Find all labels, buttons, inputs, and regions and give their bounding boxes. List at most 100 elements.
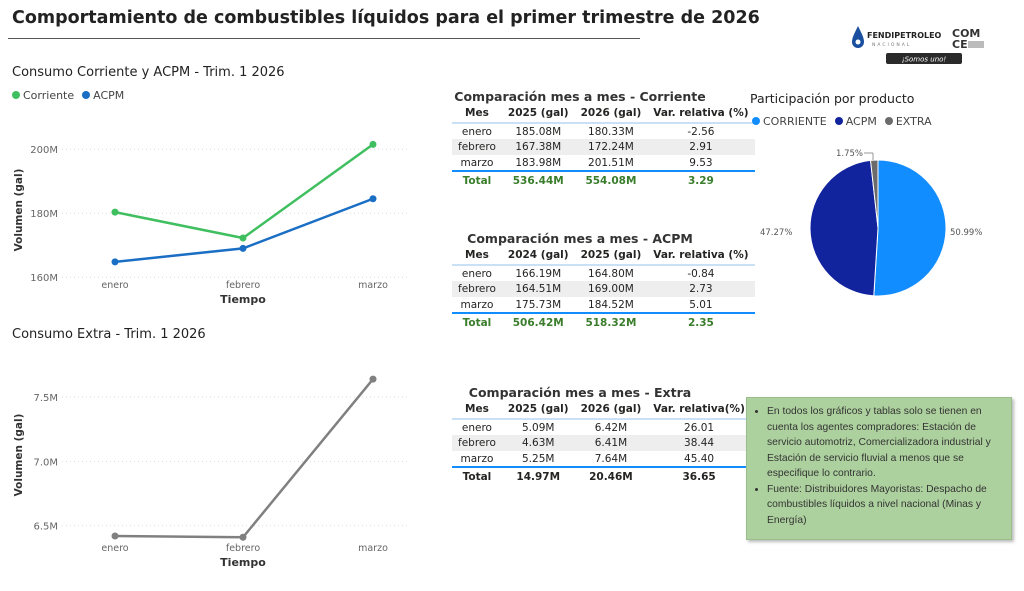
table-row: marzo 5.25M 7.64M 45.40	[452, 451, 751, 467]
note-item: Fuente: Distribuidores Mayoristas: Despa…	[767, 482, 1003, 529]
table-total-row: Total 14.97M 20.46M 36.65	[452, 467, 751, 484]
total-cell: 518.32M	[585, 317, 637, 329]
table-cell: 164.51M	[501, 281, 575, 297]
data-point[interactable]	[369, 195, 377, 203]
table-cell: 166.19M	[515, 267, 562, 280]
table-cell: -2.56	[687, 125, 715, 138]
series-line-corriente	[114, 143, 374, 240]
table-cell: 180.33M	[588, 125, 634, 138]
table-cell: 45.40	[684, 452, 715, 465]
data-point[interactable]	[369, 375, 377, 383]
pie-chart: 50.99% 47.27% 1.75%	[760, 149, 982, 297]
total-cell: 3.29	[687, 175, 714, 187]
table-cell: 167.38M	[501, 139, 575, 155]
data-point[interactable]	[239, 244, 247, 252]
table-cell: febrero	[452, 435, 502, 451]
note-item: En todos los gráficos y tablas solo se t…	[767, 404, 1003, 482]
table-row: febrero 4.63M 6.41M 38.44	[452, 435, 751, 451]
y-tick-label: 7.0M	[33, 457, 58, 468]
table-row: febrero 167.38M 172.24M 2.91	[452, 139, 755, 155]
legend-corriente-acpm: Corriente ACPM	[12, 89, 124, 102]
data-point[interactable]	[239, 533, 247, 541]
pie-slice-extra[interactable]	[869, 159, 879, 229]
data-point[interactable]	[111, 208, 119, 216]
legend-item-acpm[interactable]: ACPM	[82, 89, 124, 102]
comce-logo-text-2: CE	[952, 38, 968, 51]
x-tick-label: enero	[101, 543, 128, 554]
table-row: enero 185.08M 180.33M -2.56	[452, 123, 755, 139]
table-cell: 7.64M	[594, 452, 628, 465]
table-cell: 2.73	[647, 281, 755, 297]
table-cell: enero	[461, 267, 492, 280]
comce-logo-text: COM	[952, 27, 980, 40]
table-cell: 26.01	[684, 421, 715, 434]
table-header-row: Mes 2024 (gal) 2025 (gal) Var. relativa (%)	[452, 246, 755, 265]
table-cell: 6.41M	[574, 435, 648, 451]
data-point[interactable]	[239, 234, 247, 242]
table-cell: 5.09M	[522, 421, 555, 434]
pie-slice-acpm[interactable]	[809, 159, 879, 297]
chart-title-extra: Consumo Extra - Trim. 1 2026	[12, 327, 206, 342]
y-axis-title: Volumen (gal)	[13, 169, 25, 252]
logos: FENDIPETROLEO NACIONAL COM CE ¡Somos uno…	[850, 22, 1000, 68]
table-row: febrero 164.51M 169.00M 2.73	[452, 281, 755, 297]
x-tick-label: febrero	[226, 543, 260, 554]
data-point[interactable]	[111, 532, 119, 540]
column-header: Mes	[465, 249, 489, 261]
total-cell: Total	[462, 471, 492, 483]
data-point[interactable]	[111, 258, 119, 266]
series-line-acpm	[114, 197, 374, 264]
y-tick-label: 180M	[30, 209, 58, 220]
table-cell: 5.25M	[522, 452, 555, 465]
legend-pie: CORRIENTE ACPM EXTRA	[752, 115, 932, 128]
data-point[interactable]	[369, 140, 377, 148]
total-cell: 14.97M	[516, 471, 561, 483]
y-tick-label: 200M	[30, 145, 58, 156]
table-cell: marzo	[460, 156, 494, 169]
table-cell: 175.73M	[515, 298, 562, 311]
data-label: 1.75%	[836, 149, 863, 159]
table-cell: -0.84	[687, 267, 715, 280]
total-cell: 36.65	[682, 471, 716, 483]
y-tick-label: 6.5M	[33, 522, 58, 533]
legend-item-acpm[interactable]: ACPM	[834, 115, 877, 128]
table-cell: 169.00M	[574, 281, 648, 297]
x-tick-label: marzo	[358, 543, 388, 554]
table-extra: Comparación mes a mes - Extra Mes 2025 (ga…	[452, 385, 751, 484]
legend-label: CORRIENTE	[763, 115, 827, 128]
y-axis-title: Volumen (gal)	[13, 414, 25, 497]
line-chart-corriente-acpm: 160M 180M 200M enero febrero marzo Tiempo Volum…	[13, 140, 410, 306]
legend-item-extra[interactable]: EXTRA	[884, 115, 932, 128]
column-header: 2025 (gal)	[507, 403, 569, 415]
total-cell: Total	[462, 317, 492, 329]
table-cell: 38.44	[647, 435, 751, 451]
table-cell: marzo	[460, 298, 494, 311]
fendipetroleo-logo-icon: FENDIPETROLEO NACIONAL COM CE ¡Somos uno…	[852, 26, 984, 64]
table-cell: 6.42M	[594, 421, 628, 434]
column-header: Mes	[465, 107, 489, 119]
table-cell: 185.08M	[515, 125, 562, 138]
data-label: 47.27%	[760, 228, 792, 238]
table-cell: 183.98M	[515, 156, 562, 169]
page-title: Comportamiento de combustibles líquidos …	[12, 8, 760, 28]
line-chart-extra: 6.5M 7.0M 7.5M enero febrero marzo Tiempo Volum…	[13, 375, 410, 569]
column-header: Var. relativa (%)	[653, 249, 749, 261]
table-header-row: Mes 2025 (gal) 2026 (gal) Var. relativa (%)	[452, 104, 755, 123]
pie-slice-corriente[interactable]	[873, 159, 947, 297]
table-cell: enero	[461, 421, 492, 434]
x-axis-title: Tiempo	[220, 293, 266, 306]
table-cell: 5.01	[689, 298, 713, 311]
table-cell: 201.51M	[588, 156, 634, 169]
slogan: ¡Somos uno!	[902, 56, 947, 64]
legend-item-corriente[interactable]: CORRIENTE	[752, 115, 827, 128]
legend-label: Corriente	[23, 89, 75, 102]
table-cell: marzo	[460, 452, 494, 465]
table-title: Comparación mes a mes - Extra	[468, 385, 692, 400]
legend-label: ACPM	[845, 115, 877, 128]
column-header: Mes	[465, 403, 489, 415]
legend-item-corriente[interactable]: Corriente	[12, 89, 74, 102]
title-divider	[8, 38, 640, 39]
table-cell: 9.53	[689, 156, 713, 169]
total-cell: 20.46M	[589, 471, 633, 483]
column-header: 2025 (gal)	[580, 249, 642, 261]
